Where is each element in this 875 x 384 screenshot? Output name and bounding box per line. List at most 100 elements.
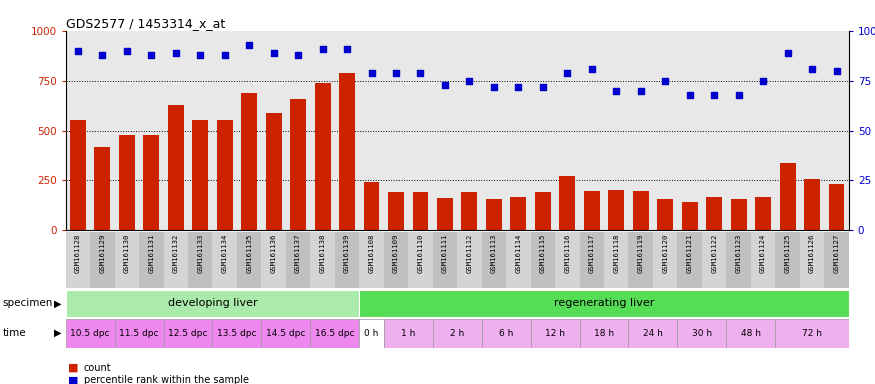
Bar: [433, 319, 481, 348]
Bar: [115, 232, 139, 288]
Bar: [775, 319, 849, 348]
Text: GSM161109: GSM161109: [393, 234, 399, 273]
Bar: [579, 232, 604, 288]
Text: GSM161129: GSM161129: [100, 234, 105, 273]
Text: 16.5 dpc: 16.5 dpc: [315, 329, 354, 338]
Point: [242, 41, 256, 48]
Point: [414, 70, 428, 76]
Text: 10.5 dpc: 10.5 dpc: [70, 329, 110, 338]
Bar: [66, 319, 115, 348]
Bar: [66, 232, 90, 288]
Bar: [340, 73, 355, 230]
Text: GSM161125: GSM161125: [785, 234, 791, 273]
Bar: [486, 199, 502, 230]
Text: percentile rank within the sample: percentile rank within the sample: [84, 375, 249, 384]
Bar: [409, 232, 433, 288]
Bar: [530, 232, 555, 288]
Bar: [360, 232, 384, 288]
Bar: [824, 232, 849, 288]
Point: [95, 51, 109, 58]
Bar: [315, 83, 331, 230]
Text: ■: ■: [68, 375, 79, 384]
Point: [707, 91, 721, 98]
Bar: [66, 290, 360, 317]
Point: [658, 78, 672, 84]
Bar: [780, 162, 795, 230]
Text: GSM161133: GSM161133: [197, 234, 203, 273]
Bar: [677, 319, 726, 348]
Bar: [804, 179, 820, 230]
Bar: [286, 232, 311, 288]
Text: GSM161123: GSM161123: [736, 234, 742, 273]
Bar: [633, 192, 648, 230]
Bar: [188, 232, 213, 288]
Point: [634, 88, 648, 94]
Text: 6 h: 6 h: [499, 329, 514, 338]
Text: 12.5 dpc: 12.5 dpc: [168, 329, 207, 338]
Text: GSM161127: GSM161127: [834, 234, 839, 273]
Bar: [829, 184, 844, 230]
Bar: [555, 232, 579, 288]
Point: [487, 84, 500, 90]
Bar: [702, 232, 726, 288]
Text: count: count: [84, 363, 112, 373]
Bar: [144, 134, 159, 230]
Text: 48 h: 48 h: [741, 329, 761, 338]
Bar: [682, 202, 697, 230]
Text: GSM161128: GSM161128: [75, 234, 80, 273]
Text: GSM161131: GSM161131: [148, 234, 154, 273]
Point: [560, 70, 574, 76]
Bar: [290, 99, 306, 230]
Text: GSM161121: GSM161121: [687, 234, 693, 273]
Text: GSM161117: GSM161117: [589, 234, 595, 273]
Text: 1 h: 1 h: [401, 329, 416, 338]
Bar: [311, 319, 360, 348]
Point: [438, 81, 452, 88]
Text: GSM161108: GSM161108: [368, 234, 374, 273]
Bar: [237, 232, 262, 288]
Bar: [775, 232, 800, 288]
Point: [609, 88, 623, 94]
Bar: [213, 232, 237, 288]
Text: GSM161113: GSM161113: [491, 234, 497, 273]
Bar: [800, 232, 824, 288]
Bar: [433, 232, 458, 288]
Text: GSM161126: GSM161126: [809, 234, 815, 273]
Text: GSM161137: GSM161137: [295, 234, 301, 273]
Bar: [90, 232, 115, 288]
Bar: [242, 93, 257, 230]
Bar: [70, 119, 86, 230]
Point: [511, 84, 525, 90]
Bar: [164, 232, 188, 288]
Point: [365, 70, 379, 76]
Bar: [458, 232, 481, 288]
Bar: [168, 104, 184, 230]
Bar: [677, 232, 702, 288]
Text: specimen: specimen: [3, 298, 53, 308]
Point: [71, 48, 85, 54]
Point: [169, 50, 183, 56]
Text: GSM161122: GSM161122: [711, 234, 718, 273]
Bar: [335, 232, 360, 288]
Bar: [751, 232, 775, 288]
Bar: [604, 232, 628, 288]
Point: [756, 78, 770, 84]
Point: [732, 91, 746, 98]
Text: GSM161110: GSM161110: [417, 234, 424, 273]
Text: GSM161134: GSM161134: [221, 234, 228, 273]
Point: [584, 66, 598, 72]
Point: [193, 51, 207, 58]
Text: 12 h: 12 h: [545, 329, 565, 338]
Bar: [579, 319, 628, 348]
Text: regenerating liver: regenerating liver: [554, 298, 654, 308]
Point: [340, 46, 354, 52]
Bar: [510, 197, 527, 230]
Text: 13.5 dpc: 13.5 dpc: [217, 329, 256, 338]
Text: time: time: [3, 328, 26, 338]
Point: [536, 84, 550, 90]
Text: GSM161114: GSM161114: [515, 234, 522, 273]
Text: 11.5 dpc: 11.5 dpc: [119, 329, 158, 338]
Text: developing liver: developing liver: [168, 298, 257, 308]
Text: ▶: ▶: [54, 298, 62, 308]
Bar: [481, 232, 506, 288]
